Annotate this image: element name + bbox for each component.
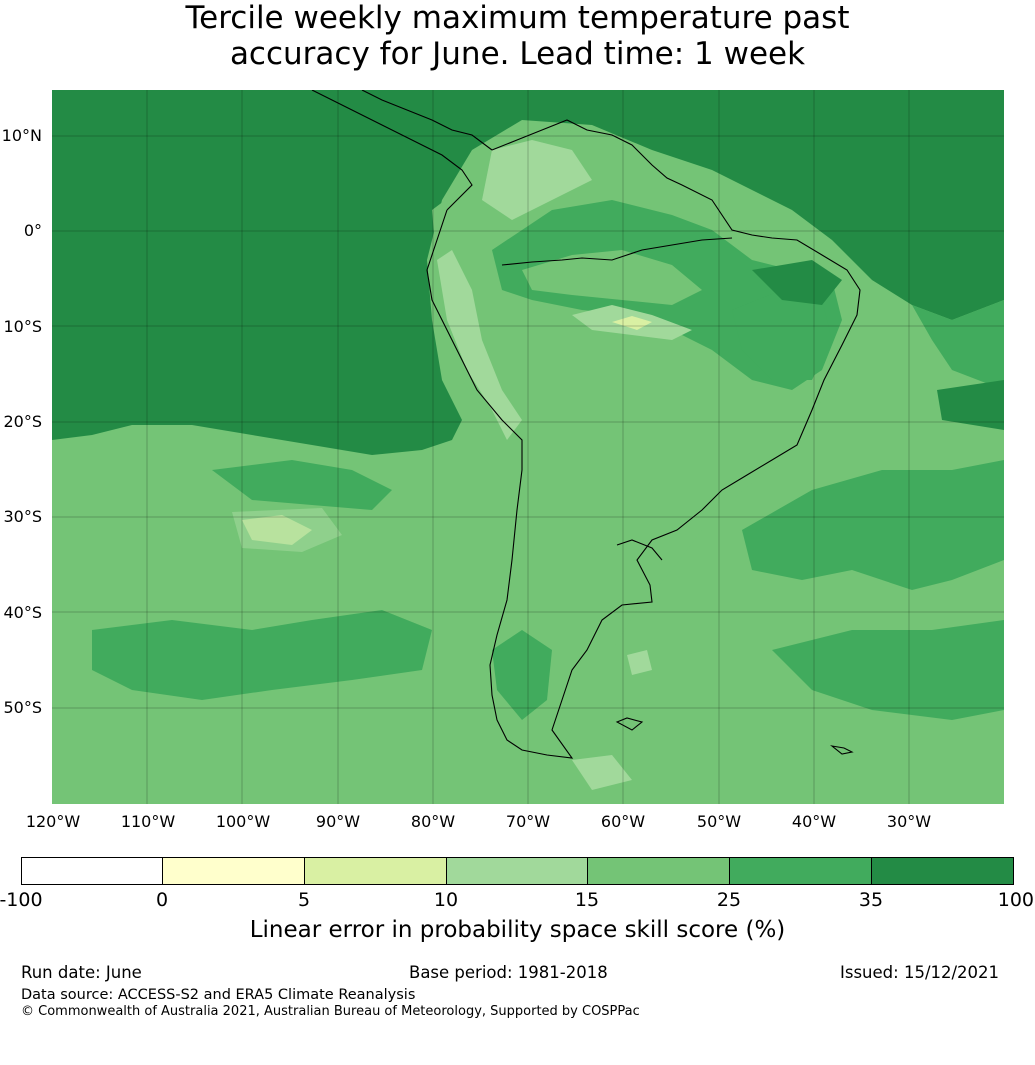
colorbar-tick-10: 10 bbox=[433, 889, 459, 911]
lat-label-10s: 10°S bbox=[3, 317, 42, 336]
region-10-15-andes bbox=[437, 250, 522, 440]
map-canvas bbox=[52, 90, 1004, 804]
colorbar-tick-0: 0 bbox=[155, 889, 169, 911]
title-line-1: Tercile weekly maximum temperature past bbox=[185, 0, 850, 36]
region-25-35-south-atlantic bbox=[742, 460, 1004, 590]
region-10-15-argentina bbox=[627, 650, 652, 675]
lat-label-10n: 10°N bbox=[1, 126, 42, 145]
central-america-coast-north bbox=[361, 90, 493, 151]
colorbar-frame bbox=[21, 857, 1014, 885]
graticule bbox=[52, 90, 1004, 804]
colorbar-tick-35: 35 bbox=[858, 889, 884, 911]
lon-label-30w: 30°W bbox=[886, 812, 932, 831]
run-date: Run date: June bbox=[21, 963, 142, 982]
lon-label-50w: 50°W bbox=[696, 812, 742, 831]
south-georgia bbox=[830, 745, 854, 755]
region-10-15-south bbox=[572, 755, 632, 790]
lon-label-110w: 110°W bbox=[120, 812, 176, 831]
lat-label-50s: 50°S bbox=[3, 698, 42, 717]
coastlines bbox=[311, 90, 861, 759]
region-25-35-atlantic bbox=[912, 300, 1004, 390]
colorbar-tick-neg100: -100 bbox=[0, 889, 43, 911]
rio-de-la-plata bbox=[616, 539, 663, 561]
region-5-10-central bbox=[612, 316, 652, 330]
south-america-coast bbox=[426, 119, 861, 759]
amazon-river bbox=[501, 237, 733, 266]
lat-label-30s: 30°S bbox=[3, 507, 42, 526]
lon-label-80w: 80°W bbox=[410, 812, 456, 831]
lon-label-120w: 120°W bbox=[25, 812, 81, 831]
lat-label-20s: 20°S bbox=[3, 412, 42, 431]
colorbar-segment-15-25 bbox=[587, 857, 730, 885]
skill-score-map bbox=[52, 90, 1004, 804]
base-period: Base period: 1981-2018 bbox=[409, 963, 608, 982]
colorbar-tick-100: 100 bbox=[997, 889, 1034, 911]
lon-label-100w: 100°W bbox=[215, 812, 271, 831]
lon-label-60w: 60°W bbox=[600, 812, 646, 831]
title-line-2: accuracy for June. Lead time: 1 week bbox=[229, 36, 806, 72]
region-25-35-pacific-mid bbox=[212, 460, 392, 510]
region-35-100-atlantic-east bbox=[937, 380, 1004, 430]
copyright: © Commonwealth of Australia 2021, Austra… bbox=[21, 1004, 640, 1019]
colorbar bbox=[21, 857, 1014, 885]
central-america-coast bbox=[311, 90, 473, 211]
region-25-35-south-atlantic-2 bbox=[772, 620, 1004, 720]
lon-label-40w: 40°W bbox=[791, 812, 837, 831]
lat-label-0: 0° bbox=[23, 221, 42, 240]
issued-date: Issued: 15/12/2021 bbox=[840, 963, 1000, 982]
region-25-35-pacific-south bbox=[92, 610, 432, 700]
chart-title: Tercile weekly maximum temperature past … bbox=[0, 0, 1035, 72]
lon-label-70w: 70°W bbox=[505, 812, 551, 831]
region-10-15-pacific bbox=[232, 508, 342, 552]
data-source: Data source: ACCESS-S2 and ERA5 Climate … bbox=[21, 987, 416, 1003]
region-35-100-brazil-coast bbox=[752, 260, 842, 305]
region-10-15-north bbox=[482, 140, 592, 220]
lon-label-90w: 90°W bbox=[315, 812, 361, 831]
region-15-25-amazon-core bbox=[522, 250, 702, 305]
colorbar-segment-25-35 bbox=[729, 857, 872, 885]
lat-label-40s: 40°S bbox=[3, 603, 42, 622]
falklands bbox=[615, 717, 644, 731]
colorbar-label: Linear error in probability space skill … bbox=[249, 917, 786, 943]
region-25-35-patagonia bbox=[492, 630, 552, 720]
colorbar-tick-25: 25 bbox=[716, 889, 742, 911]
region-25-35-brazil-east bbox=[732, 290, 832, 380]
colorbar-tick-15: 15 bbox=[574, 889, 600, 911]
colorbar-tick-5: 5 bbox=[297, 889, 311, 911]
region-35-100-pacific bbox=[52, 90, 1004, 455]
